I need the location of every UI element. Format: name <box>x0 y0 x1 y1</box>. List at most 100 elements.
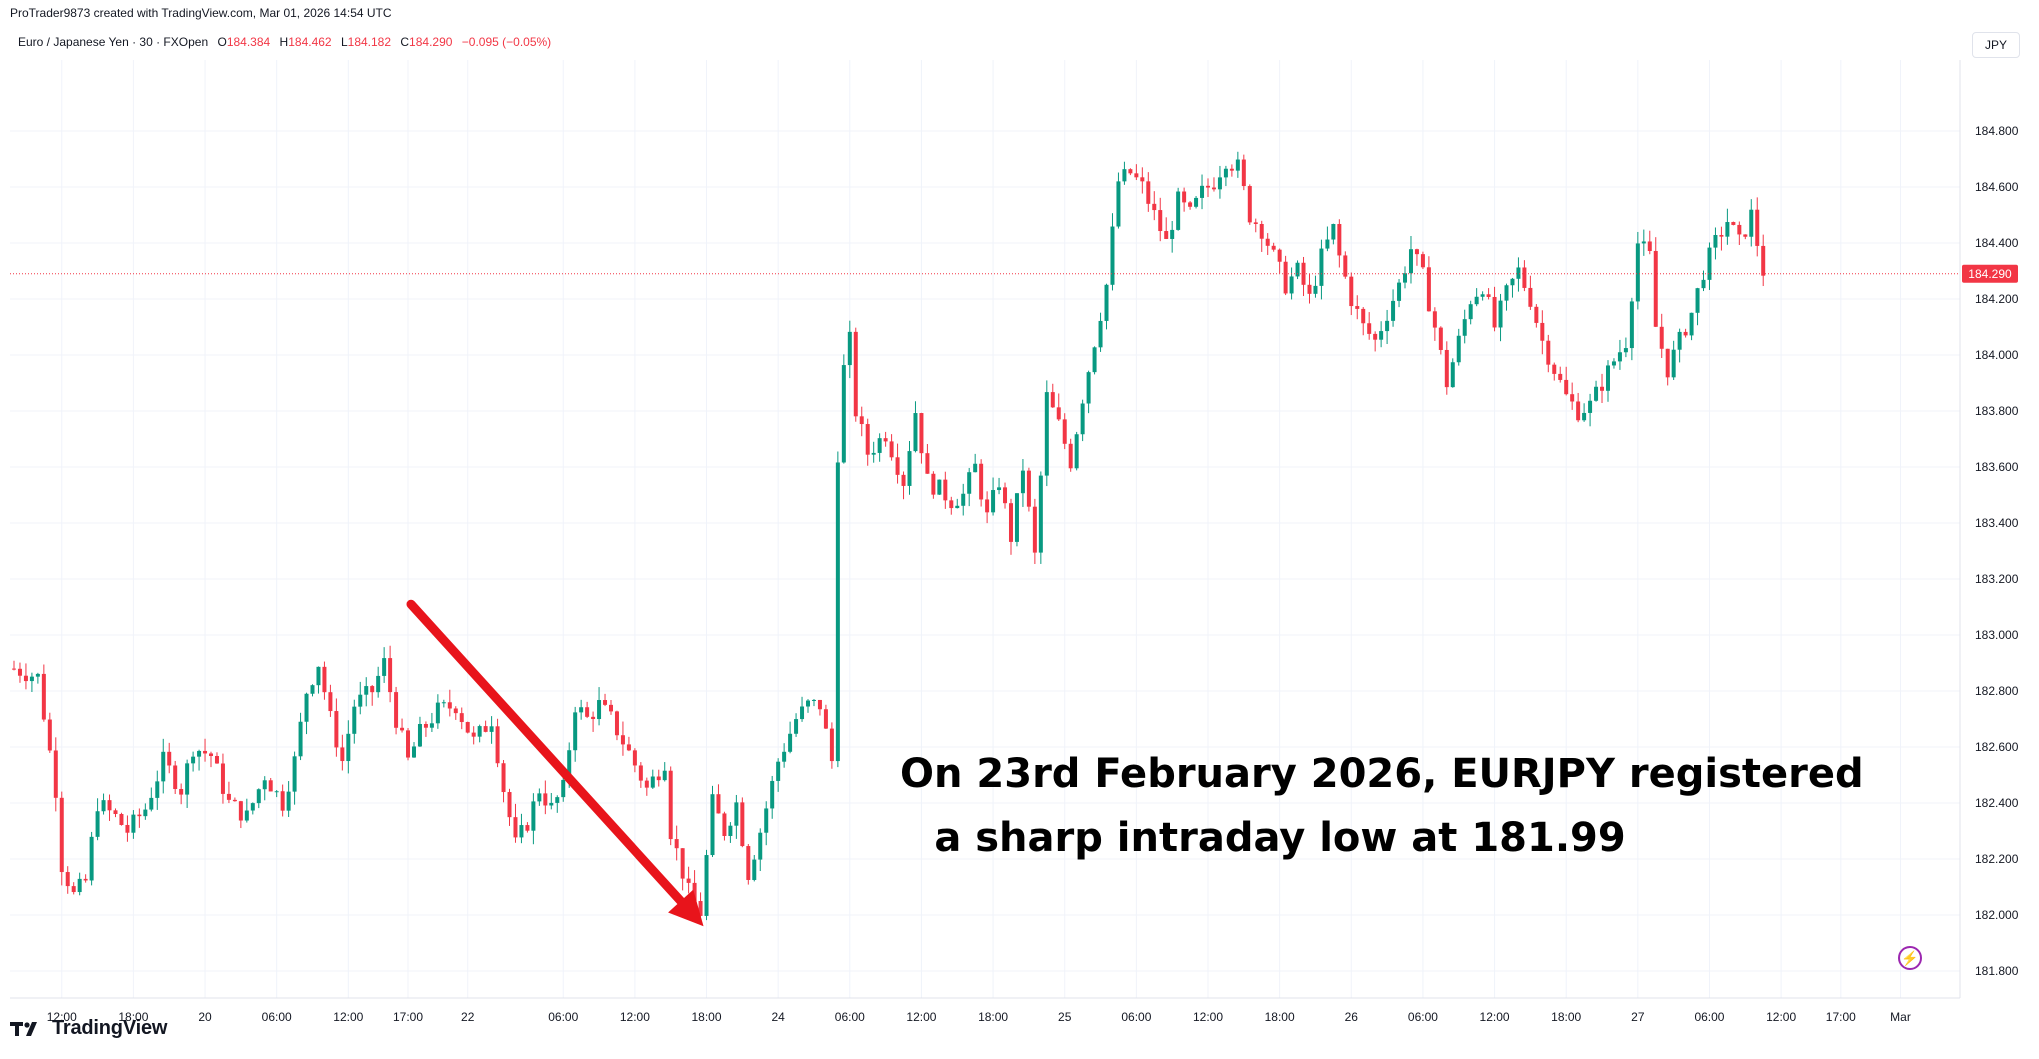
candle-body <box>107 800 112 811</box>
candle-body <box>967 472 972 494</box>
candle-body <box>447 702 452 709</box>
candle-body <box>1122 169 1127 182</box>
x-tick-label: 24 <box>771 1010 785 1024</box>
candle-body <box>1385 320 1390 332</box>
candle-body <box>1373 333 1378 340</box>
x-tick-label: 12:00 <box>333 1010 363 1024</box>
currency-button[interactable]: JPY <box>1972 32 2020 58</box>
x-tick-label: 18:00 <box>1551 1010 1581 1024</box>
candle-body <box>334 711 339 748</box>
candle-body <box>1229 168 1234 171</box>
x-axis-ticks: 12:00 18:00 20 06:00 12:00 17:00 22 06:00 12:00 1… <box>47 1010 1911 1024</box>
candle-body <box>1582 412 1587 421</box>
candle-body <box>901 474 906 486</box>
candle-body <box>1271 245 1276 250</box>
candle-body <box>931 473 936 495</box>
candle-body <box>1403 273 1408 283</box>
candle-body <box>1677 331 1682 350</box>
candle-body <box>1540 322 1545 341</box>
candle-body <box>1468 304 1473 320</box>
candle-body <box>197 750 202 757</box>
candle-body <box>453 708 458 714</box>
candle-body <box>1391 300 1396 321</box>
candle-body <box>1510 278 1515 286</box>
candle-body <box>435 702 440 724</box>
candle-body <box>1623 348 1628 353</box>
candle-body <box>1629 301 1634 349</box>
candle-body <box>561 779 566 798</box>
candle-body <box>943 479 948 501</box>
candle-body <box>1026 470 1031 507</box>
candle-body <box>1289 276 1294 294</box>
candle-body <box>1450 362 1455 388</box>
tradingview-brand[interactable]: TradingView <box>10 1017 167 1040</box>
candle-body <box>1659 326 1664 349</box>
x-tick-label: 12:00 <box>1193 1010 1223 1024</box>
candle-body <box>1408 249 1413 274</box>
candle-body <box>650 776 655 788</box>
candle-body <box>1594 386 1599 401</box>
candle-body <box>47 719 52 751</box>
candle-body <box>973 463 978 473</box>
candle-body <box>465 722 470 733</box>
candle-body <box>1211 187 1216 190</box>
x-tick-label: 06:00 <box>1694 1010 1724 1024</box>
candle-body <box>1068 443 1073 469</box>
candle-body <box>1731 222 1736 225</box>
candle-body <box>1426 267 1431 312</box>
chart-annotation: On 23rd February 2026, EURJPY registered… <box>900 742 1864 870</box>
candle-body <box>847 331 852 366</box>
candle-body <box>83 878 88 881</box>
candle-body <box>692 882 697 902</box>
candle-body <box>680 848 685 879</box>
candle-body <box>525 825 530 831</box>
candle-body <box>1188 202 1193 207</box>
candle-body <box>286 791 291 811</box>
candle-body <box>1665 348 1670 378</box>
candle-body <box>877 438 882 453</box>
candle-body <box>1379 331 1384 340</box>
legend-symbol[interactable]: Euro / Japanese Yen · 30 · FXOpen <box>18 35 209 49</box>
candle-body <box>35 673 40 677</box>
x-tick-label: 25 <box>1058 1010 1072 1024</box>
candle-body <box>1671 349 1676 378</box>
candle-body <box>1576 401 1581 421</box>
candle-body <box>471 732 476 737</box>
candle-body <box>1570 394 1575 402</box>
candle-body <box>823 709 828 729</box>
candle-body <box>1438 327 1443 350</box>
candle-body <box>23 675 28 682</box>
candle-body <box>382 658 387 676</box>
candle-body <box>316 666 321 686</box>
candle-body <box>644 780 649 788</box>
candle-body <box>238 801 243 821</box>
annotation-line-1: On 23rd February 2026, EURJPY registered <box>900 751 1864 797</box>
candle-body <box>1158 210 1163 232</box>
candle-body <box>1110 226 1115 285</box>
candle-body <box>417 723 422 747</box>
candle-body <box>907 451 912 486</box>
candle-body <box>1755 209 1760 246</box>
candle-body <box>1020 470 1025 494</box>
candle-body <box>244 810 249 821</box>
chart-grid <box>10 60 1960 998</box>
legend-close-value: 184.290 <box>409 35 453 49</box>
candle-body <box>185 763 190 795</box>
candle-body <box>1635 243 1640 302</box>
candle-body <box>1617 352 1622 362</box>
axes <box>10 60 1961 999</box>
candle-body <box>1414 249 1419 255</box>
candle-body <box>704 855 709 916</box>
candle-body <box>1713 234 1718 248</box>
candle-body <box>203 750 208 754</box>
lightning-bolt-icon[interactable]: ⚡ <box>1898 946 1922 970</box>
candle-body <box>919 413 924 454</box>
candle-body <box>1235 159 1240 171</box>
candle-body <box>1098 320 1103 348</box>
candle-body <box>1534 306 1539 323</box>
candle-body <box>770 780 775 809</box>
candle-body <box>1528 287 1533 307</box>
candle-body <box>1564 379 1569 395</box>
candle-body <box>209 753 214 757</box>
